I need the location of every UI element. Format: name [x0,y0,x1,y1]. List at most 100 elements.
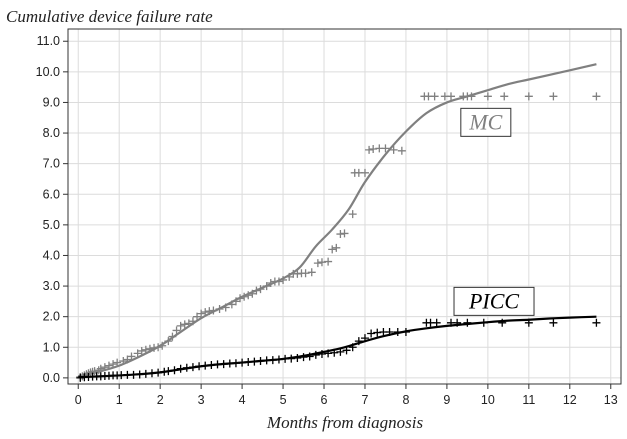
mc-data-point [340,229,349,238]
picc-data-point [176,364,185,373]
x-tick-label: 0 [75,393,82,407]
x-tick-label: 10 [481,393,495,407]
mc-data-point [158,341,167,350]
y-tick-label: 8.0 [43,126,60,140]
y-tick-label: 4.0 [43,248,60,262]
picc-data-point [354,337,363,346]
picc-data-point [393,327,402,336]
mc-data-point [180,320,189,329]
picc-data-point [154,368,163,377]
mc-data-point [221,303,230,312]
mc-data-point [447,92,456,101]
x-tick-label: 5 [280,393,287,407]
mc-data-point [236,294,245,303]
mc-data-point [119,357,128,366]
annotations: MC PICC [453,107,535,316]
picc-data-point [549,318,558,327]
mc-data-point [90,367,99,376]
mc-data-point [137,346,146,355]
y-tick-label: 6.0 [43,187,60,201]
picc-data-point [330,348,339,357]
x-axis: 0 1 2 3 4 5 6 7 8 9 10 11 12 13 [75,384,618,407]
y-tick-label: 5.0 [43,218,60,232]
mc-data-point [483,92,492,101]
mc-data-point [227,300,236,309]
picc-data-point [164,367,173,376]
picc-data-point [385,327,394,336]
x-tick-label: 3 [198,393,205,407]
x-tick-label: 2 [157,393,164,407]
mc-data-point [164,337,173,346]
plot-frame [67,28,622,385]
mc-data-point [209,306,218,315]
mc-label-box: MC [460,107,512,137]
y-tick-label: 9.0 [43,95,60,109]
mc-data-point [113,358,122,367]
mc-data-point [172,326,181,335]
mc-data-point [430,92,439,101]
gridlines [68,29,621,384]
mc-data-point [100,363,109,372]
x-axis-label: Months from diagnosis [266,413,424,432]
picc-data-point [348,343,357,352]
annotation-frame [453,286,535,316]
y-tick-label: 7.0 [43,157,60,171]
mc-data-point [381,144,390,153]
x-tick-label: 7 [362,393,369,407]
mc-data-point [96,364,105,373]
picc-data-point [479,318,488,327]
mc-data-point [193,312,202,321]
mc-data-point [188,317,197,326]
mc-data-point [109,360,118,369]
mc-data-point [184,319,193,328]
mc-data-point [154,343,163,352]
mc-data-point [240,292,249,301]
mc-data-point [324,257,333,266]
picc-data-point [367,329,376,338]
mc-data-point [360,168,369,177]
mc-data-point [133,349,142,358]
mc-data-point [248,289,257,298]
mc-data-point [348,210,357,219]
y-tick-label: 10.0 [36,65,60,79]
mc-series [76,63,601,381]
mc-data-point [215,305,224,314]
x-tick-label: 8 [402,393,409,407]
picc-data-point [360,334,369,343]
series-layer [76,63,601,382]
x-tick-label: 11 [522,393,535,407]
mc-data-point [123,355,132,364]
mc-data-point [301,269,310,278]
picc-data-point [432,318,441,327]
mc-data-point [145,344,154,353]
mc-data-point [197,309,206,318]
x-tick-label: 12 [563,393,577,407]
x-tick-label: 4 [239,393,246,407]
mc-data-point [141,345,150,354]
y-tick-label: 2.0 [43,310,60,324]
mc-data-point [313,259,322,268]
mc-data-point [279,275,288,284]
picc-data-point [336,347,345,356]
picc-data-point [170,366,179,375]
mc-data-point [274,277,283,286]
annotation-text: PICC [468,288,519,313]
mc-data-point [201,308,210,317]
picc-data-point [311,350,320,359]
mc-data-point [592,92,601,101]
mc-data-point [307,268,316,277]
mc-data-point [168,332,177,341]
x-tick-label: 9 [443,393,450,407]
picc-data-point [498,318,507,327]
picc-data-point [342,346,351,355]
y-tick-label: 11.0 [37,34,60,48]
mc-data-point [256,285,265,294]
picc-series [76,315,601,382]
mc-data-point [176,321,185,330]
y-tick-label: 0.0 [43,371,60,385]
mc-data-point [467,92,476,101]
x-tick-label: 1 [116,393,123,407]
picc-label-box: PICC [453,286,535,316]
picc-data-point [305,352,314,361]
